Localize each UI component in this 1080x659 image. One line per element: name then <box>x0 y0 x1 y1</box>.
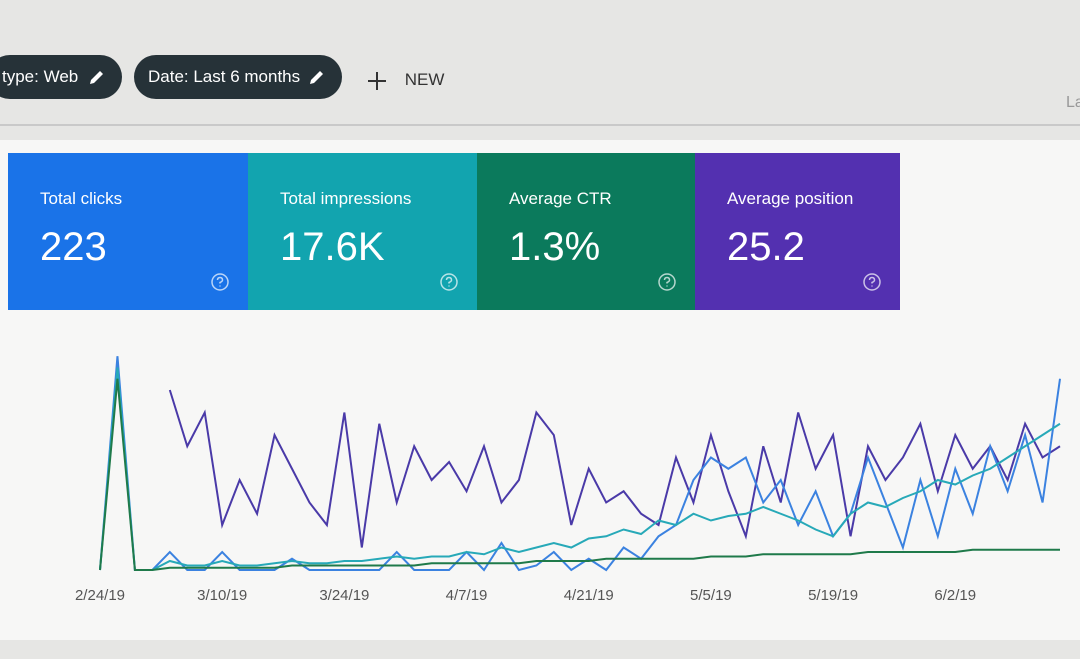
divider <box>0 124 1080 126</box>
filter-chip[interactable]: type: Web <box>0 55 122 99</box>
edit-icon <box>310 71 323 84</box>
metric-label: Total clicks <box>40 189 123 208</box>
metric-value: 25.2 <box>727 225 805 269</box>
metric-value: 1.3% <box>509 225 601 269</box>
chip-label: type: Web <box>2 67 79 86</box>
metric-card[interactable]: Total impressions 17.6K <box>248 153 477 310</box>
metric-card[interactable]: Average position 25.2 <box>695 153 900 310</box>
help-icon <box>658 273 676 291</box>
metric-value: 223 <box>40 225 107 269</box>
x-tick-label: 6/2/19 <box>934 587 976 604</box>
series-line <box>99 367 1061 571</box>
x-tick-label: 3/24/19 <box>319 587 369 604</box>
series-line <box>99 356 1061 572</box>
help-icon <box>440 273 458 291</box>
series-line <box>99 378 1060 571</box>
x-tick-label: 5/5/19 <box>690 587 732 604</box>
help-icon <box>863 273 881 291</box>
chart: 2/24/19 3/10/19 3/24/19 4/7/19 4/21/19 5/5/19… <box>75 356 1061 604</box>
plus-icon <box>368 72 386 90</box>
metric-card[interactable]: Average CTR 1.3% <box>477 153 695 310</box>
metric-value: 17.6K <box>280 225 385 269</box>
x-tick-label: 5/19/19 <box>808 587 858 604</box>
help-icon <box>211 273 229 291</box>
metric-label: Average CTR <box>509 189 612 208</box>
x-tick-label: 4/7/19 <box>446 587 488 604</box>
metric-label: Average position <box>727 189 854 208</box>
metric-card[interactable]: Total clicks 223 <box>8 153 248 310</box>
x-tick-label: 4/21/19 <box>564 587 614 604</box>
chip-label: Date: Last 6 months <box>148 67 301 86</box>
new-button[interactable]: NEW <box>366 70 444 98</box>
filter-chip[interactable]: Date: Last 6 months <box>134 55 342 99</box>
new-label: NEW <box>404 70 445 90</box>
edit-icon <box>90 71 103 84</box>
metric-label: Total impressions <box>280 189 412 208</box>
x-tick-label: 2/24/19 <box>75 587 125 604</box>
truncated-text: La <box>1066 94 1080 111</box>
x-tick-label: 3/10/19 <box>197 587 247 604</box>
series-line <box>168 389 1061 548</box>
